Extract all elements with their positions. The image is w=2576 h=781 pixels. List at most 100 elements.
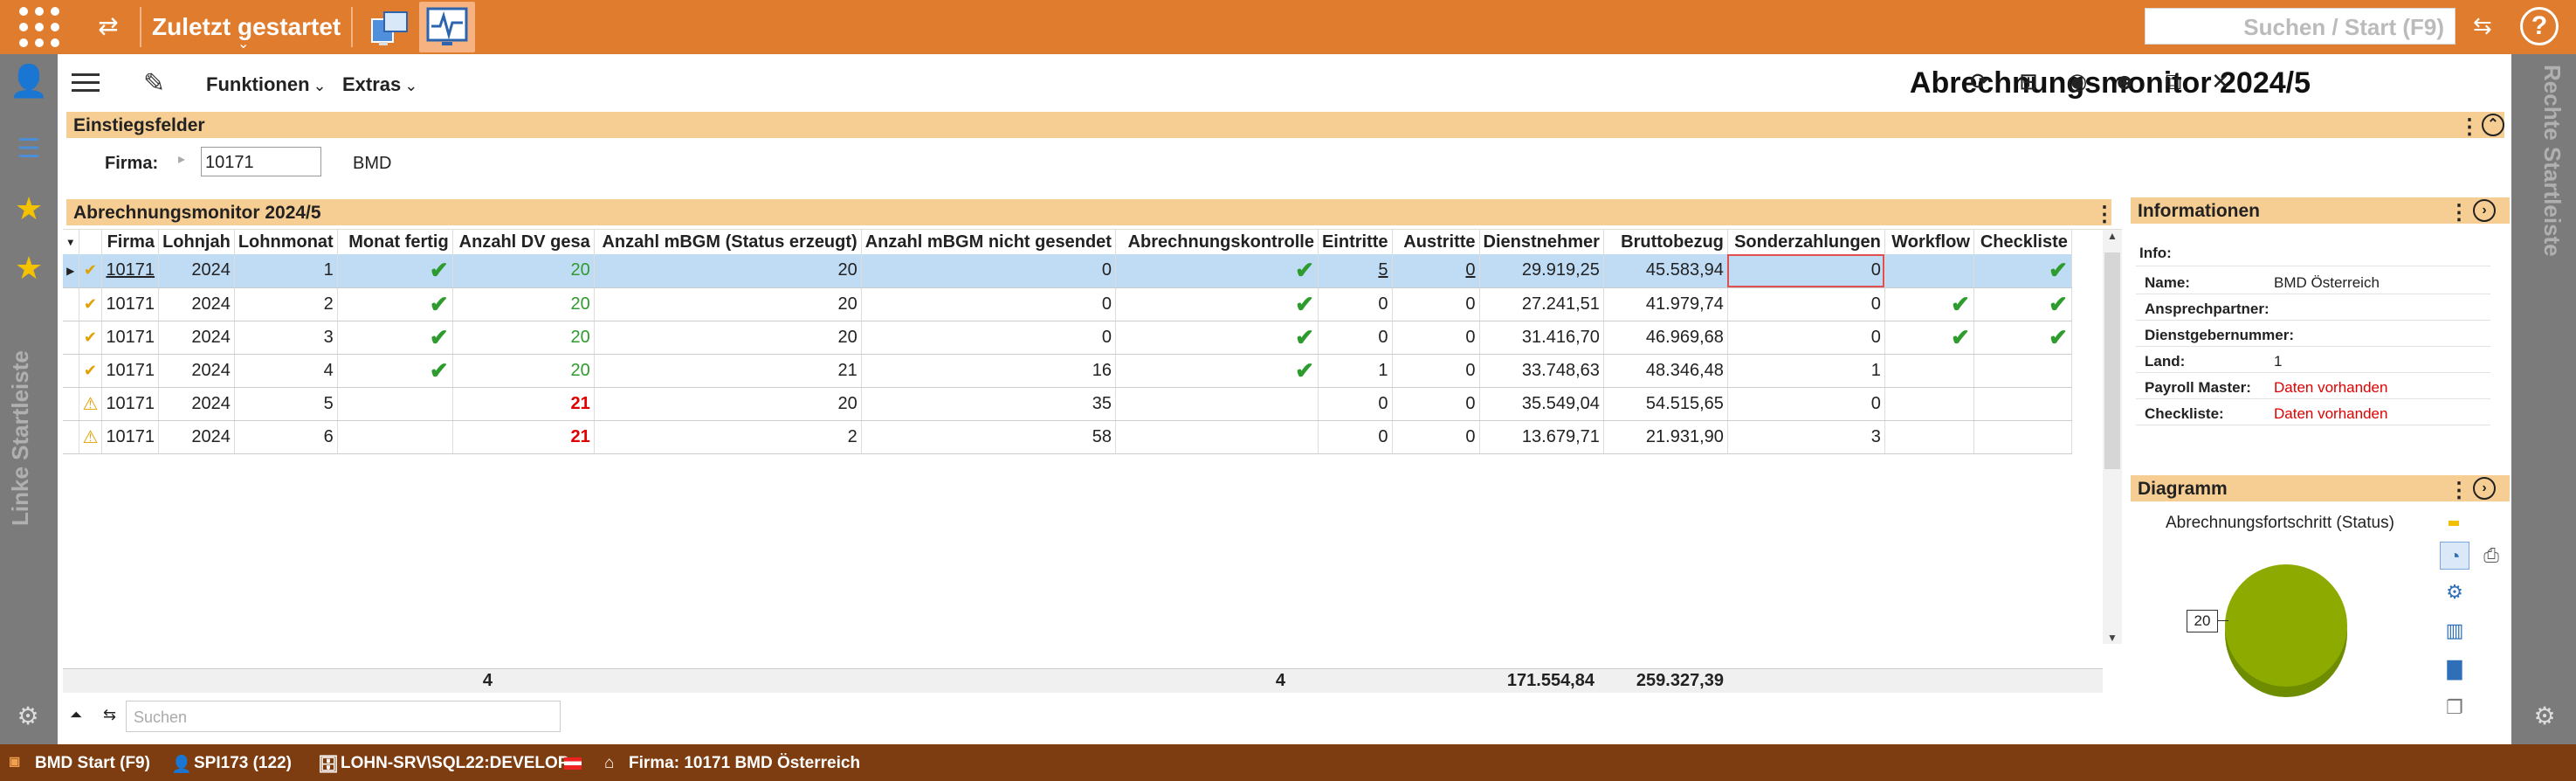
mascot-icon[interactable]: ☻	[2112, 68, 2137, 94]
table-row[interactable]: ✔ 10171 2024 2 ✔ 20 20 0 ✔ 0 0 27.241,51…	[63, 287, 2072, 321]
table-row[interactable]: ▶ ✔ 10171 2024 1 ✔ 20 20 0 ✔ 5 0 29.919,…	[63, 254, 2072, 288]
checkmark-status-icon: ✔	[79, 287, 103, 321]
copy-icon[interactable]: ❐	[2446, 696, 2463, 718]
switch-window-icon[interactable]: ⇆	[2473, 12, 2492, 38]
gear-icon[interactable]: ⚙	[2533, 702, 2556, 729]
info-field-value[interactable]: Daten vorhanden	[2274, 379, 2388, 396]
grid-title: Abrechnungsmonitor 2024/5	[73, 203, 321, 223]
chevron-down-icon[interactable]: ⌄	[238, 37, 250, 52]
table-row[interactable]: ✔ 10171 2024 3 ✔ 20 20 0 ✔ 0 0 31.416,70…	[63, 321, 2072, 355]
more-options-icon[interactable]: ⋮	[2094, 203, 2115, 226]
cell: 0	[1727, 321, 1885, 355]
scroll-down-icon[interactable]: ▼	[2107, 632, 2118, 644]
cell: 2	[594, 420, 862, 454]
cell-focused[interactable]: 0	[1727, 254, 1885, 288]
recent-menu-title[interactable]: Zuletzt gestartet	[152, 13, 341, 40]
collapse-up-icon[interactable]: ⏶	[70, 706, 83, 723]
app-grid-icon[interactable]	[19, 7, 59, 47]
column-header[interactable]: Sonderzahlungen	[1727, 230, 1885, 254]
help-icon[interactable]: ?	[2520, 7, 2559, 45]
more-options-icon[interactable]: ⋮	[2459, 115, 2480, 139]
status-user[interactable]: SPI173 (122)	[194, 754, 292, 772]
cell-link[interactable]: 0	[1392, 254, 1480, 288]
cell-firma-link[interactable]: 10171	[101, 254, 160, 288]
cell-link[interactable]: 5	[1318, 254, 1393, 288]
pin-icon[interactable]: ⇄	[98, 12, 119, 39]
column-header[interactable]: Anzahl mBGM nicht gesendet	[861, 230, 1116, 254]
monitor-app-icon[interactable]	[368, 7, 410, 49]
filter-nav-icon[interactable]: ⇆	[103, 706, 117, 723]
cell: 2024	[158, 387, 235, 421]
pulse-monitor-icon[interactable]	[419, 2, 475, 52]
column-header[interactable]: Lohnmonat	[234, 230, 338, 254]
arrow-right-icon: ▸	[178, 152, 186, 167]
edit-pencil-icon[interactable]: ✎	[143, 69, 166, 98]
restore-window-icon[interactable]: ⧉	[2165, 68, 2182, 94]
menu-extras[interactable]: Extras ⌄	[342, 73, 417, 96]
more-options-icon[interactable]: ⋮	[2449, 479, 2469, 502]
divider	[2136, 320, 2490, 321]
expand-arrow-icon[interactable]: ›	[2473, 477, 2496, 500]
cell: 16	[861, 354, 1116, 388]
grid-search-input[interactable]: Suchen	[126, 701, 561, 732]
cell: 10171	[101, 420, 160, 454]
collapse-icon[interactable]: ⌃	[2482, 114, 2504, 136]
column-header[interactable]: Bruttobezug	[1603, 230, 1728, 254]
column-header[interactable]: Firma	[101, 230, 160, 254]
tree-list-icon[interactable]: ☰	[17, 135, 41, 163]
pie-chart-type-icon[interactable]: ◔	[2440, 542, 2469, 570]
favorites-star-icon[interactable]: ★	[14, 190, 44, 226]
column-header[interactable]: Eintritte	[1318, 230, 1393, 254]
checkmark-icon: ✔	[1973, 321, 2072, 355]
info-field-value[interactable]: Daten vorhanden	[2274, 405, 2388, 422]
firma-input[interactable]: 10171	[201, 147, 321, 176]
column-header[interactable]: Monat fertig	[337, 230, 453, 254]
chart-settings-icon[interactable]: ⚙	[2446, 581, 2463, 603]
refresh-icon[interactable]: ⟳	[1970, 68, 1989, 94]
web-favorites-icon[interactable]: ★	[14, 250, 44, 286]
column-header[interactable]: Anzahl mBGM (Status erzeugt)	[594, 230, 862, 254]
status-start[interactable]: BMD Start (F9)	[35, 754, 150, 772]
bmd-logo-icon: ▣	[9, 754, 21, 768]
vertical-scrollbar[interactable]: ▲ ▼	[2103, 230, 2122, 644]
close-icon[interactable]: ✕	[2211, 68, 2230, 94]
cell: 46.969,68	[1603, 321, 1728, 355]
column-header[interactable]: Dienstnehmer	[1479, 230, 1604, 254]
target-icon[interactable]: ◉	[2067, 68, 2088, 94]
column-header[interactable]: Abrechnungskontrolle	[1115, 230, 1319, 254]
scroll-up-icon[interactable]: ▲	[2107, 230, 2118, 242]
column-header[interactable]: Workflow	[1884, 230, 1974, 254]
row-selector-header: ▾	[63, 230, 79, 254]
firma-name: BMD	[353, 154, 392, 173]
column-header[interactable]: Anzahl DV gesa	[452, 230, 595, 254]
column-header[interactable]: Lohnjah	[158, 230, 235, 254]
status-firma[interactable]: Firma: 10171 BMD Österreich	[629, 754, 861, 772]
table-row[interactable]: ⚠ 10171 2024 6 21 2 58 0 0 13.679,71 21.…	[63, 420, 2072, 454]
table-row[interactable]: ✔ 10171 2024 4 ✔ 20 21 16 ✔ 1 0 33.748,6…	[63, 354, 2072, 388]
gear-icon[interactable]: ⚙	[17, 702, 39, 729]
print-icon[interactable]: ⎙	[2483, 544, 2499, 566]
tree-structure-icon[interactable]: ⊞	[2019, 68, 2038, 94]
bar-chart-icon[interactable]: ▇	[2447, 658, 2462, 680]
table-row[interactable]: ⚠ 10171 2024 5 21 20 35 0 0 35.549,04 54…	[63, 387, 2072, 421]
hamburger-menu-icon[interactable]	[72, 73, 100, 93]
column-header[interactable]: Austritte	[1392, 230, 1480, 254]
data-grid[interactable]: ▾ Firma Lohnjah Lohnmonat Monat fertig A…	[63, 229, 2122, 693]
cell: 0	[1318, 287, 1393, 321]
expand-arrow-icon[interactable]: ›	[2473, 199, 2496, 222]
menu-funktionen[interactable]: Funktionen ⌄	[206, 73, 327, 96]
divider	[2136, 398, 2490, 399]
left-startbar: 👤 ☰ ★ ★ Linke Startleiste ⚙	[0, 54, 58, 744]
cell: 54.515,65	[1603, 387, 1728, 421]
cell: 2024	[158, 321, 235, 355]
status-server[interactable]: LOHN-SRV\SQL22:DEVELOP	[341, 754, 569, 772]
checkmark-icon: ✔	[1115, 254, 1319, 288]
cell: 0	[1318, 387, 1393, 421]
search-input[interactable]: Suchen / Start (F9)	[2145, 8, 2455, 45]
chart-bar-settings-icon[interactable]: ▥	[2445, 619, 2464, 641]
user-icon[interactable]: 👤	[9, 63, 49, 99]
more-options-icon[interactable]: ⋮	[2449, 201, 2469, 225]
pie-slice[interactable]	[2225, 564, 2347, 687]
column-header[interactable]: Checkliste	[1973, 230, 2072, 254]
scroll-thumb[interactable]	[2104, 252, 2120, 469]
